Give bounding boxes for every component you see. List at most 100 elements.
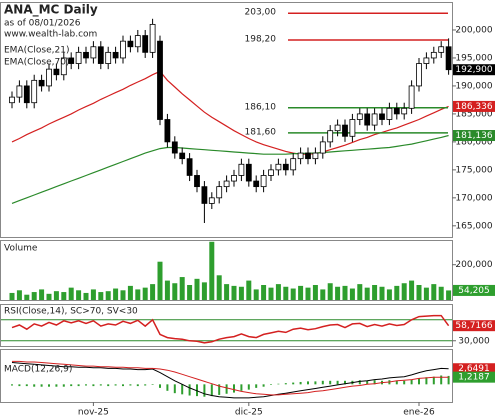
candle-body	[9, 96, 15, 104]
candle-body	[290, 158, 297, 171]
candle-body	[60, 57, 67, 76]
histogram-bar	[18, 384, 21, 387]
histogram-bar	[196, 384, 198, 397]
candle-body	[408, 85, 415, 109]
volume-bar	[423, 287, 429, 300]
volume-bar	[113, 288, 119, 300]
histogram-bar	[92, 384, 95, 387]
histogram-bar	[188, 384, 191, 396]
marks: 165,000 170,000 175,000 180,000 185,000 190,0…	[1, 8, 495, 418]
legend-entry: EMA(Close,70)	[4, 58, 69, 68]
candle-body	[208, 197, 215, 204]
histogram-bar	[255, 384, 258, 388]
candle-body	[312, 152, 319, 160]
volume-bar	[401, 283, 407, 300]
volume-bar	[305, 287, 311, 300]
volume-bar	[187, 285, 193, 300]
candle-body	[423, 57, 430, 64]
y-tick-label: 190,000	[455, 81, 492, 91]
candle-body	[31, 79, 38, 104]
histogram-bar	[358, 380, 361, 385]
candle-body	[319, 141, 326, 154]
candle-body	[112, 51, 119, 59]
y-tick-label: 200,000	[455, 25, 492, 35]
histogram-bar	[447, 375, 450, 385]
histogram-bar	[151, 384, 154, 385]
candle-body	[275, 163, 282, 171]
histogram-bar	[62, 384, 65, 387]
histogram-bar	[233, 384, 235, 393]
volume-bar	[231, 285, 237, 300]
volume-bar	[409, 280, 415, 300]
volume-bar	[416, 285, 422, 300]
volume-bar	[224, 284, 230, 300]
volume-bar	[24, 294, 30, 300]
candle-body	[53, 68, 60, 76]
histogram-bar	[107, 384, 110, 387]
level-label: 198,20	[245, 35, 277, 45]
value-box-label: 181,136	[455, 131, 492, 141]
volume-bar	[105, 291, 111, 300]
value-box-label: 186,336	[455, 102, 492, 112]
histogram-bar	[336, 380, 339, 385]
candle-body	[364, 113, 371, 126]
value-box-label: 2,6491	[458, 364, 490, 374]
volume-bar	[349, 288, 355, 300]
histogram-bar	[240, 384, 243, 391]
candle-body	[149, 23, 156, 53]
value-box-label: 54,205	[458, 286, 490, 296]
volume-bar	[142, 287, 148, 300]
volume-bar	[364, 287, 370, 300]
rsi-line	[11, 314, 450, 344]
volume-bar	[61, 292, 67, 300]
histogram-bar	[85, 384, 87, 386]
volume-bar	[372, 285, 378, 300]
candle-body	[75, 51, 82, 64]
panel-title: RSI(Close,14), SC>70, SV<30	[4, 307, 138, 317]
histogram-bar	[425, 377, 428, 385]
histogram-bar	[321, 380, 324, 385]
histogram-bar	[129, 384, 132, 386]
volume-bar	[150, 284, 156, 300]
volume-bar	[98, 292, 104, 300]
volume-bar	[335, 286, 341, 300]
y-tick-label: 200,000	[455, 260, 492, 270]
candle-body	[260, 175, 267, 188]
histogram-bar	[284, 383, 287, 385]
volume-bar	[127, 285, 133, 300]
candle-body	[90, 46, 97, 59]
level-label: 203,00	[245, 8, 277, 18]
volume-bar	[46, 293, 52, 300]
volume-bar	[394, 285, 400, 300]
histogram-bar	[166, 384, 169, 391]
candle-body	[401, 107, 408, 115]
volume-bar	[283, 286, 289, 300]
histogram-bar	[210, 384, 213, 397]
candle-body	[120, 40, 126, 59]
histogram-bar	[299, 381, 302, 385]
candle-body	[127, 40, 134, 48]
value-box	[453, 363, 495, 375]
volume-bar	[76, 290, 82, 300]
candle-body	[342, 124, 348, 137]
histogram-bar	[77, 384, 80, 387]
value-box-label: 192,900	[455, 65, 492, 75]
volume-bar	[68, 287, 74, 300]
candle-body	[349, 119, 356, 137]
candle-body	[201, 186, 208, 204]
histogram-bar	[181, 384, 184, 395]
histogram-bar	[70, 384, 73, 387]
histogram-bar	[432, 376, 435, 385]
x-tick-label: ene-26	[403, 408, 435, 418]
histogram-bar	[40, 384, 43, 387]
volume-bar	[194, 278, 200, 300]
histogram-bar	[25, 384, 28, 387]
chart-title: ANA_MC Daily	[4, 3, 98, 18]
histogram-bar	[440, 375, 443, 385]
ema-line	[11, 70, 449, 155]
candle-body	[334, 124, 341, 132]
histogram-bar	[344, 380, 346, 385]
source: www.wealth-lab.com	[4, 30, 97, 40]
candle-body	[253, 180, 260, 188]
